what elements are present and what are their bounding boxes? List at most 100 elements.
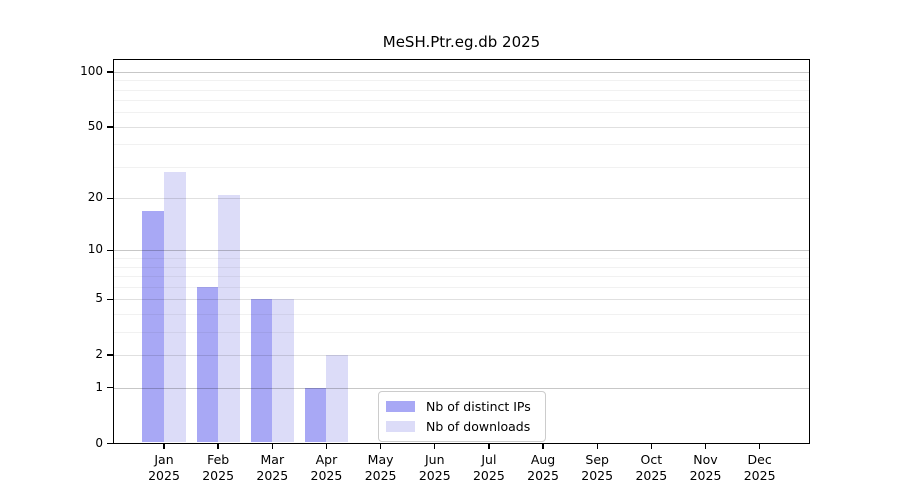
x-tick-month: Sep bbox=[585, 451, 609, 467]
x-tick-year: 2025 bbox=[689, 467, 722, 483]
x-tick-year: 2025 bbox=[581, 467, 614, 483]
x-tick-month: Jul bbox=[481, 451, 497, 467]
plot-area bbox=[113, 59, 810, 444]
legend-label: Nb of downloads bbox=[426, 419, 531, 434]
x-tick-month: Oct bbox=[640, 451, 663, 467]
x-tick-label: Dec 2025 bbox=[730, 452, 790, 484]
x-tick-mark bbox=[325, 444, 328, 449]
minor-gridline bbox=[114, 167, 809, 168]
labeled-gridline bbox=[114, 299, 809, 301]
minor-gridline bbox=[114, 112, 809, 114]
major-gridline bbox=[114, 71, 809, 73]
legend-label: Nb of distinct IPs bbox=[426, 399, 531, 414]
x-tick-mark bbox=[542, 444, 544, 449]
y-tick-label: 0 bbox=[95, 435, 103, 450]
x-tick-mark bbox=[271, 444, 273, 449]
x-tick-year: 2025 bbox=[364, 467, 397, 483]
y-tick-label: 10 bbox=[87, 242, 103, 257]
x-tick-label: Oct 2025 bbox=[621, 452, 681, 484]
x-tick-year: 2025 bbox=[418, 467, 451, 483]
major-gridline bbox=[114, 250, 809, 252]
x-tick-month: Apr bbox=[315, 451, 338, 467]
x-tick-month: Mar bbox=[260, 451, 285, 467]
y-tick-mark bbox=[107, 71, 113, 73]
labeled-gridline bbox=[114, 198, 809, 200]
legend: Nb of distinct IPs Nb of downloads bbox=[378, 391, 546, 442]
y-tick-mark bbox=[107, 197, 113, 200]
x-tick-year: 2025 bbox=[256, 467, 289, 483]
x-tick-month: Nov bbox=[693, 451, 718, 467]
x-tick-label: May 2025 bbox=[351, 452, 411, 484]
x-tick-label: Jul 2025 bbox=[459, 452, 519, 484]
x-tick-year: 2025 bbox=[202, 467, 235, 483]
x-tick-label: Nov 2025 bbox=[676, 452, 736, 484]
x-tick-year: 2025 bbox=[743, 467, 776, 483]
y-tick-label: 2 bbox=[95, 347, 103, 362]
y-tick-mark bbox=[107, 126, 113, 128]
y-tick-label: 20 bbox=[87, 190, 103, 205]
minor-gridline bbox=[114, 100, 809, 102]
minor-gridline bbox=[114, 89, 809, 91]
x-tick-label: Jun 2025 bbox=[405, 452, 465, 484]
major-gridline bbox=[114, 387, 809, 389]
x-tick-month: Jan bbox=[154, 451, 174, 467]
x-tick-month: Feb bbox=[207, 451, 230, 467]
minor-gridline bbox=[114, 276, 809, 278]
x-tick-mark bbox=[379, 444, 382, 449]
minor-gridline bbox=[114, 144, 809, 146]
x-tick-label: Apr 2025 bbox=[296, 452, 356, 484]
x-tick-mark bbox=[488, 444, 490, 449]
x-tick-label: Aug 2025 bbox=[513, 452, 573, 484]
bar-downloads bbox=[164, 172, 186, 443]
labeled-gridline bbox=[114, 355, 809, 357]
legend-swatch bbox=[386, 421, 415, 432]
chart-title: MeSH.Ptr.eg.db 2025 bbox=[382, 33, 541, 51]
y-tick-label: 1 bbox=[95, 379, 103, 394]
x-tick-month: Jun bbox=[424, 451, 445, 467]
bar-downloads bbox=[326, 355, 349, 443]
y-tick-mark bbox=[107, 354, 113, 356]
x-tick-label: Feb 2025 bbox=[188, 452, 248, 484]
x-tick-year: 2025 bbox=[527, 467, 559, 483]
minor-gridline bbox=[114, 258, 809, 260]
bar-downloads bbox=[218, 194, 240, 443]
x-tick-mark bbox=[217, 444, 219, 449]
x-tick-month: Dec bbox=[747, 451, 772, 467]
legend-entry: Nb of downloads bbox=[386, 418, 536, 435]
x-tick-mark bbox=[596, 444, 598, 449]
x-tick-month: Aug bbox=[530, 451, 556, 467]
x-tick-year: 2025 bbox=[472, 467, 505, 483]
y-tick-mark bbox=[107, 298, 113, 300]
legend-swatch bbox=[386, 401, 415, 412]
x-tick-label: Jan 2025 bbox=[134, 452, 194, 484]
y-tick-label: 100 bbox=[80, 63, 103, 78]
x-tick-year: 2025 bbox=[635, 467, 668, 483]
bar-downloads bbox=[272, 299, 294, 443]
y-tick-label: 5 bbox=[95, 291, 103, 306]
bar-distinct-ips bbox=[304, 387, 327, 443]
legend-entry: Nb of distinct IPs bbox=[386, 398, 536, 415]
x-tick-label: Sep 2025 bbox=[567, 452, 627, 484]
minor-gridline bbox=[114, 266, 809, 268]
minor-gridline bbox=[114, 80, 809, 82]
bar-distinct-ips bbox=[250, 299, 273, 443]
x-tick-mark bbox=[650, 444, 653, 449]
x-tick-month: May bbox=[367, 451, 394, 467]
x-tick-year: 2025 bbox=[310, 467, 343, 483]
minor-gridline bbox=[114, 286, 809, 288]
x-tick-label: Mar 2025 bbox=[242, 452, 302, 484]
labeled-gridline bbox=[114, 126, 809, 128]
y-tick-mark bbox=[107, 386, 113, 389]
bar-distinct-ips bbox=[142, 210, 164, 443]
y-tick-label: 50 bbox=[87, 118, 103, 133]
x-tick-year: 2025 bbox=[148, 467, 180, 483]
x-tick-mark bbox=[704, 444, 707, 449]
minor-gridline bbox=[114, 313, 809, 315]
x-tick-mark bbox=[434, 444, 436, 449]
y-tick-mark bbox=[107, 442, 113, 445]
x-tick-mark bbox=[163, 444, 165, 449]
bar-distinct-ips bbox=[196, 286, 219, 443]
y-tick-mark bbox=[107, 249, 113, 252]
minor-gridline bbox=[114, 331, 809, 333]
